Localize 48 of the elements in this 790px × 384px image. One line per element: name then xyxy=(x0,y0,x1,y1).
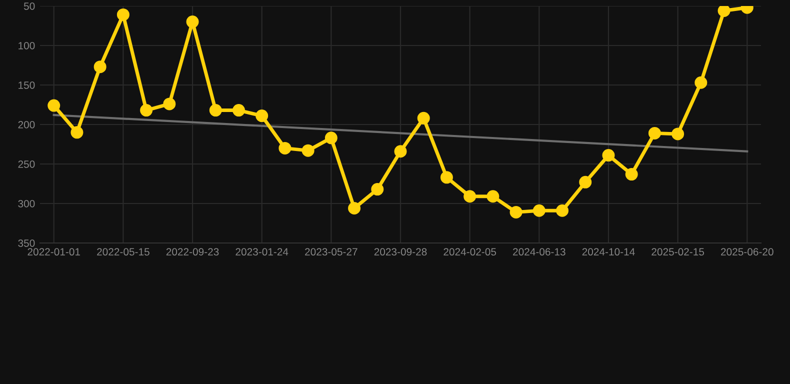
point xyxy=(209,104,222,117)
x-tick-label: 2022-01-01 xyxy=(28,248,80,256)
y-tick-label: 100 xyxy=(18,42,35,50)
point xyxy=(232,104,245,117)
point xyxy=(94,60,106,74)
point xyxy=(116,8,130,21)
x-tick-label: 2023-05-27 xyxy=(305,248,358,256)
point xyxy=(602,149,615,162)
y-tick-label: 150 xyxy=(18,82,35,89)
x-tick-label: 2023-09-28 xyxy=(374,248,427,256)
y-tick-label: 350 xyxy=(18,240,35,247)
point xyxy=(417,112,430,124)
point xyxy=(556,204,569,217)
x-tick-label: 2025-06-20 xyxy=(721,248,774,256)
y-tick-label: 50 xyxy=(24,2,35,10)
point xyxy=(579,176,592,188)
y-tick-label: 250 xyxy=(18,160,35,168)
point xyxy=(324,132,338,144)
point xyxy=(394,145,407,158)
y-tick-label: 200 xyxy=(18,121,35,128)
x-tick-label: 2022-05-15 xyxy=(97,248,150,256)
point xyxy=(140,104,153,117)
point xyxy=(278,142,292,154)
point xyxy=(70,126,84,139)
point xyxy=(648,126,661,140)
point xyxy=(625,168,638,181)
point xyxy=(718,6,730,17)
point xyxy=(694,76,708,89)
point xyxy=(371,183,384,196)
x-tick-label: 2023-01-24 xyxy=(236,248,288,256)
point xyxy=(440,171,453,184)
point xyxy=(163,98,176,110)
point xyxy=(532,204,546,217)
point xyxy=(302,144,314,157)
point xyxy=(672,128,684,140)
x-tick-label: 2024-06-13 xyxy=(513,248,566,256)
x-tick-label: 2022-09-23 xyxy=(166,248,219,256)
point xyxy=(348,202,361,214)
point xyxy=(256,110,268,122)
x-tick-label: 2024-02-05 xyxy=(444,248,496,256)
point xyxy=(186,16,199,28)
point xyxy=(486,190,500,203)
y-tick-label: 300 xyxy=(18,200,35,208)
x-tick-label: 2025-02-15 xyxy=(652,248,704,256)
point xyxy=(464,190,476,203)
x-tick-label: 2024-10-14 xyxy=(582,248,635,256)
point xyxy=(48,99,60,112)
point xyxy=(510,206,522,218)
